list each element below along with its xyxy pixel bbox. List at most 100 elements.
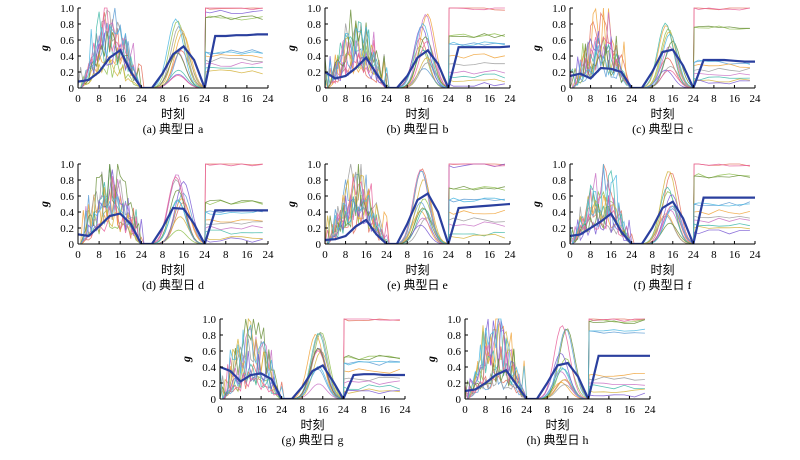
x-tick-label: 0 [75,249,81,261]
x-tick-label: 24 [199,93,211,105]
plot-area [570,163,755,244]
x-tick-label: 16 [501,404,513,416]
x-tick-label: 16 [562,404,574,416]
y-tick-label: 0.6 [60,191,74,203]
sample-series-line [325,7,505,88]
x-tick-label: 8 [223,249,229,261]
sample-series-line [465,318,645,399]
y-tick-label: 0.2 [60,67,74,79]
x-tick-label: 24 [338,404,350,416]
x-tick-label: 16 [361,249,373,261]
x-tick-label: 0 [462,404,468,416]
y-tick-label: 0.4 [552,207,566,219]
y-tick-label: 0.6 [202,346,216,358]
x-tick-label: 24 [583,404,595,416]
x-tick-label: 8 [544,404,550,416]
sample-series-line [220,331,400,399]
x-tick-label: 16 [667,93,679,105]
x-tick-label: 16 [422,249,434,261]
x-tick-label: 0 [75,93,81,105]
subplot-caption: (a) 典型日 a [143,122,204,136]
y-axis-label: g [529,201,543,208]
x-tick-label: 0 [567,249,573,261]
plot-area [78,163,268,244]
y-axis-label: g [529,45,543,52]
x-axis-label: 时刻 [650,107,674,121]
x-tick-label: 8 [606,404,612,416]
y-axis-label: g [284,201,298,208]
y-tick-label: 0.2 [307,223,321,235]
x-tick-label: 24 [443,249,455,261]
x-tick-label: 24 [750,93,762,105]
x-tick-label: 8 [160,249,166,261]
x-tick-label: 0 [322,93,328,105]
y-axis-label: g [179,356,193,363]
x-tick-label: 16 [729,93,741,105]
x-tick-label: 8 [711,93,717,105]
mean-series-line [78,206,268,244]
plot-area [78,7,268,88]
mean-series-line [220,363,405,399]
x-tick-label: 8 [343,249,349,261]
y-tick-label: 0 [316,239,322,251]
x-tick-label: 8 [649,249,655,261]
y-tick-label: 0 [561,239,567,251]
x-axis-label: 时刻 [405,263,429,277]
x-tick-label: 0 [217,404,223,416]
y-tick-label: 0.6 [60,35,74,47]
x-tick-label: 16 [606,249,618,261]
x-tick-label: 8 [404,249,410,261]
x-axis-label: 时刻 [650,263,674,277]
y-tick-label: 0.2 [552,223,566,235]
y-tick-label: 0.4 [60,207,74,219]
sample-series-line [570,163,750,244]
subplot-caption: (g) 典型日 g [282,433,344,447]
x-tick-label: 0 [567,93,573,105]
y-tick-label: 0.4 [307,207,321,219]
x-tick-label: 24 [199,249,211,261]
x-tick-label: 16 [256,404,268,416]
x-tick-label: 24 [521,404,533,416]
x-tick-label: 8 [483,404,489,416]
x-tick-label: 16 [241,93,253,105]
plot-area [465,318,650,399]
y-tick-label: 0.8 [307,175,321,187]
x-tick-label: 16 [484,249,496,261]
y-tick-label: 0.4 [60,51,74,63]
y-tick-label: 0.4 [202,362,216,374]
x-tick-label: 8 [160,93,166,105]
sample-series-line [220,317,400,399]
y-tick-label: 1.0 [447,314,461,326]
subplot-a: 0 0.2 0.4 0.6 0.8 1.0 0 8 16 24 8 16 24 8 16 24 g 时刻(a) 典… [37,3,274,136]
x-tick-label: 16 [178,249,190,261]
x-tick-label: 24 [645,404,657,416]
y-tick-label: 1.0 [307,159,321,171]
x-tick-label: 16 [484,93,496,105]
y-tick-label: 1.0 [202,314,216,326]
subplot-d: 0 0.2 0.4 0.6 0.8 1.0 0 8 16 24 8 16 24 8 16 24 g 时刻(d) 典… [37,159,274,292]
x-tick-label: 8 [466,249,472,261]
mean-series-line [325,45,510,88]
x-tick-label: 24 [505,249,517,261]
x-tick-label: 0 [322,249,328,261]
y-tick-label: 0.2 [447,378,461,390]
x-axis-label: 时刻 [161,107,185,121]
y-tick-label: 0.6 [307,35,321,47]
y-tick-label: 0.8 [447,330,461,342]
sample-series-line [570,163,750,244]
sample-series-line [465,319,646,399]
x-tick-label: 16 [379,404,391,416]
y-tick-label: 0.8 [307,19,321,31]
subplot-caption: (b) 典型日 b [387,122,449,136]
y-tick-label: 0.2 [60,223,74,235]
x-axis-label: 时刻 [545,418,569,432]
x-tick-label: 16 [606,93,618,105]
x-tick-label: 8 [299,404,305,416]
subplot-c: 0 0.2 0.4 0.6 0.8 1.0 0 8 16 24 8 16 24 8 16 24 g 时刻(c) 典… [529,3,761,136]
subplot-caption: (c) 典型日 c [632,122,693,136]
x-tick-label: 24 [626,93,638,105]
y-tick-label: 0.8 [202,330,216,342]
y-tick-label: 0 [316,83,322,95]
mean-series-line [570,48,755,88]
x-tick-label: 24 [136,249,148,261]
